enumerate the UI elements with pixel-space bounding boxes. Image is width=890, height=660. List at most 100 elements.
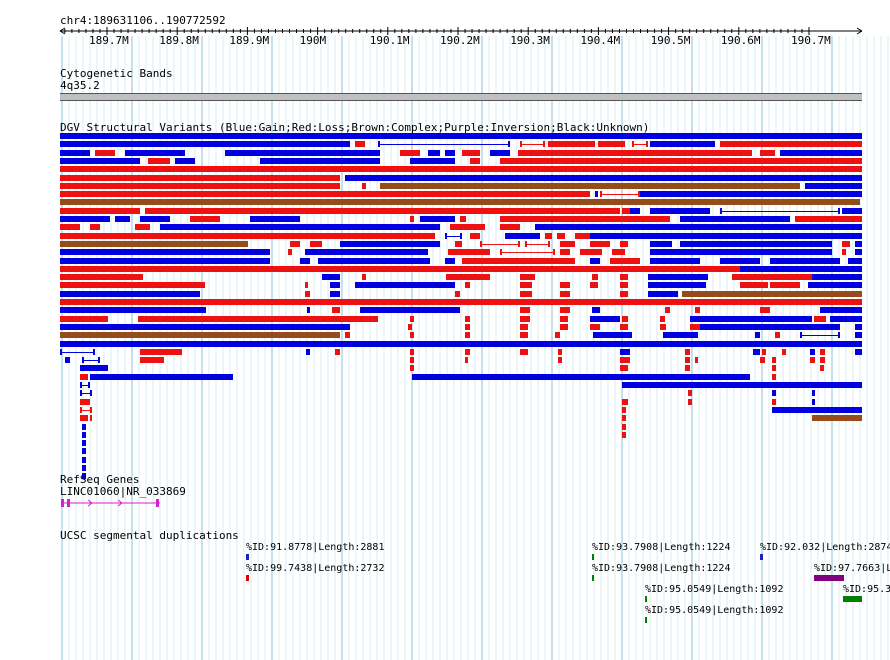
variant-feature[interactable] bbox=[660, 323, 666, 330]
variant-feature[interactable] bbox=[60, 249, 270, 256]
variant-feature[interactable] bbox=[380, 182, 800, 189]
variant-feature[interactable] bbox=[60, 332, 340, 339]
ruler[interactable] bbox=[0, 0, 890, 50]
variant-feature[interactable] bbox=[520, 282, 532, 289]
variant-feature[interactable] bbox=[650, 141, 715, 148]
variant-feature[interactable] bbox=[543, 141, 545, 148]
variant-feature[interactable] bbox=[518, 240, 520, 247]
variant-feature[interactable] bbox=[772, 390, 776, 397]
variant-feature[interactable] bbox=[518, 149, 640, 156]
segdup-label[interactable]: %ID:95.3 bbox=[843, 584, 890, 595]
variant-feature[interactable] bbox=[410, 348, 414, 355]
variant-feature[interactable] bbox=[115, 216, 130, 222]
variant-feature[interactable] bbox=[855, 249, 862, 256]
variant-feature[interactable] bbox=[410, 365, 414, 372]
variant-feature[interactable] bbox=[500, 157, 862, 164]
variant-feature[interactable] bbox=[60, 299, 862, 305]
variant-feature[interactable] bbox=[500, 216, 670, 222]
variant-feature[interactable] bbox=[630, 207, 640, 214]
variant-feature[interactable] bbox=[753, 348, 760, 355]
variant-feature[interactable] bbox=[60, 240, 248, 247]
variant-feature[interactable] bbox=[60, 174, 340, 181]
segdup-label[interactable]: %ID:93.7908|Length:1224 bbox=[592, 542, 731, 553]
variant-feature[interactable] bbox=[525, 240, 527, 247]
variant-feature[interactable] bbox=[90, 390, 92, 397]
variant-feature[interactable] bbox=[820, 307, 862, 314]
variant-feature[interactable] bbox=[250, 216, 300, 222]
segdup-bar[interactable] bbox=[592, 554, 594, 560]
cytoband-bar[interactable] bbox=[60, 93, 862, 101]
variant-feature[interactable] bbox=[820, 348, 825, 355]
variant-feature[interactable] bbox=[680, 249, 832, 256]
variant-feature[interactable] bbox=[335, 348, 340, 355]
variant-feature[interactable] bbox=[508, 141, 510, 148]
variant-feature[interactable] bbox=[622, 315, 628, 322]
variant-feature[interactable] bbox=[700, 323, 840, 330]
variant-feature[interactable] bbox=[620, 357, 630, 364]
variant-feature[interactable] bbox=[60, 307, 206, 314]
variant-feature[interactable] bbox=[460, 232, 462, 239]
variant-feature[interactable] bbox=[60, 199, 860, 206]
variant-feature[interactable] bbox=[553, 249, 555, 256]
dgv-track-title[interactable]: DGV Structural Variants (Blue:Gain;Red:L… bbox=[60, 121, 650, 134]
variant-feature[interactable] bbox=[805, 182, 862, 189]
variant-feature[interactable] bbox=[60, 157, 140, 164]
variant-feature[interactable] bbox=[638, 191, 640, 198]
segdup-bar[interactable] bbox=[760, 554, 763, 560]
variant-feature[interactable] bbox=[560, 249, 570, 256]
variant-feature[interactable] bbox=[740, 265, 862, 272]
variant-feature[interactable] bbox=[60, 166, 862, 173]
segdup-bar[interactable] bbox=[592, 575, 594, 581]
variant-feature[interactable] bbox=[740, 282, 768, 289]
variant-feature[interactable] bbox=[60, 182, 340, 189]
refseq-gene-label[interactable]: LINC01060|NR_033869 bbox=[60, 485, 186, 498]
variant-feature[interactable] bbox=[812, 398, 815, 405]
variant-feature[interactable] bbox=[410, 332, 414, 339]
variant-feature[interactable] bbox=[580, 249, 602, 256]
variant-feature[interactable] bbox=[428, 149, 440, 156]
variant-feature[interactable] bbox=[560, 282, 570, 289]
segdup-label[interactable]: %ID:91.8778|Length:2881 bbox=[246, 542, 385, 553]
variant-feature[interactable] bbox=[557, 232, 565, 239]
variant-feature[interactable] bbox=[720, 257, 760, 264]
variant-feature[interactable] bbox=[820, 357, 825, 364]
variant-feature[interactable] bbox=[838, 207, 840, 214]
variant-feature[interactable] bbox=[306, 348, 310, 355]
variant-feature[interactable] bbox=[446, 274, 490, 281]
variant-feature[interactable] bbox=[330, 290, 340, 297]
variant-feature[interactable] bbox=[408, 323, 412, 330]
variant-feature[interactable] bbox=[855, 332, 862, 339]
variant-feature[interactable] bbox=[592, 307, 600, 314]
variant-feature[interactable] bbox=[95, 149, 115, 156]
variant-feature[interactable] bbox=[685, 348, 690, 355]
variant-feature[interactable] bbox=[307, 307, 310, 314]
variant-feature[interactable] bbox=[695, 357, 698, 364]
variant-feature[interactable] bbox=[520, 348, 528, 355]
variant-feature[interactable] bbox=[490, 149, 510, 156]
variant-feature[interactable] bbox=[548, 240, 550, 247]
variant-feature[interactable] bbox=[560, 323, 568, 330]
variant-feature[interactable] bbox=[620, 323, 628, 330]
variant-feature[interactable] bbox=[448, 249, 490, 256]
variant-feature[interactable] bbox=[755, 332, 760, 339]
variant-feature[interactable] bbox=[90, 224, 100, 231]
variant-feature[interactable] bbox=[60, 340, 862, 347]
variant-feature[interactable] bbox=[590, 240, 610, 247]
variant-feature[interactable] bbox=[362, 274, 366, 281]
variant-feature[interactable] bbox=[560, 290, 570, 297]
variant-feature[interactable] bbox=[812, 274, 862, 281]
variant-feature[interactable] bbox=[772, 365, 776, 372]
variant-feature[interactable] bbox=[772, 373, 776, 380]
variant-feature[interactable] bbox=[810, 357, 815, 364]
variant-feature[interactable] bbox=[590, 232, 862, 239]
variant-feature[interactable] bbox=[260, 157, 380, 164]
variant-feature[interactable] bbox=[138, 315, 378, 322]
variant-feature[interactable] bbox=[842, 240, 850, 247]
variant-feature[interactable] bbox=[622, 382, 862, 388]
variant-feature[interactable] bbox=[60, 141, 350, 148]
variant-feature[interactable] bbox=[60, 265, 740, 272]
variant-feature[interactable] bbox=[663, 332, 698, 339]
variant-feature[interactable] bbox=[820, 365, 824, 372]
variant-feature[interactable] bbox=[810, 348, 815, 355]
variant-feature[interactable] bbox=[682, 290, 862, 297]
